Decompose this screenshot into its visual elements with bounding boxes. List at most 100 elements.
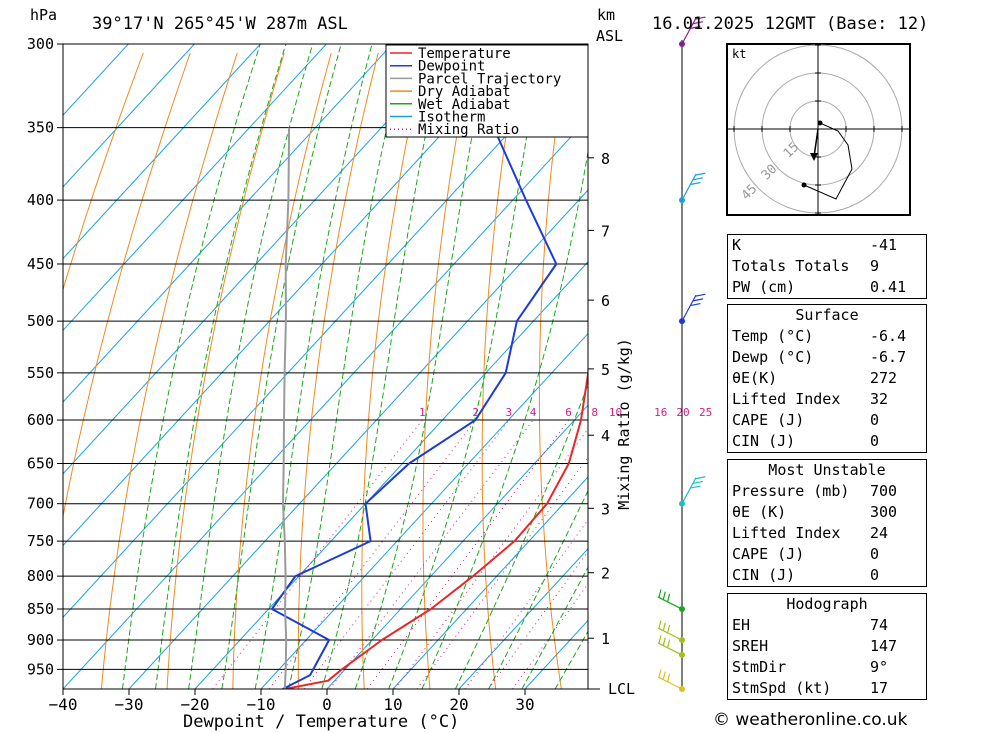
index-label: SREH [732, 637, 769, 655]
index-label: Temp (°C) [732, 327, 814, 345]
temperature-tick-label: 20 [449, 695, 468, 714]
wet-adiabat-line [388, 44, 544, 689]
index-row: Dewp (°C) -6.7 [728, 347, 927, 368]
background-lines [63, 44, 1000, 689]
index-value: -6.4 [870, 327, 907, 345]
km-tick-label: 1 [601, 630, 610, 648]
wet-adiabat-line [221, 44, 342, 689]
pressure-tick-label: 600 [27, 411, 54, 429]
wind-barb [657, 642, 683, 656]
dry-adiabat-line [63, 52, 191, 519]
isotherm-line [63, 44, 195, 188]
mixing-ratio-label: 2 [472, 406, 479, 419]
temperature-tick-label: 10 [383, 695, 402, 714]
asl-label: ASL [596, 27, 623, 45]
index-label: K [732, 236, 742, 254]
index-label: Totals Totals [732, 257, 850, 275]
mixing-ratio-labels: 1 2 3 4 6 8 10 16 20 25 [419, 406, 712, 419]
wind-barb-feather [662, 637, 666, 646]
km-tick-label: 2 [601, 565, 610, 583]
index-row: Temp (°C) -6.4 [728, 326, 927, 347]
mixing-ratio-label: 8 [591, 406, 598, 419]
legend-label: Dewpoint [418, 59, 485, 75]
isotherm-line [326, 404, 588, 689]
index-value: 0 [870, 566, 880, 584]
index-row: PW (cm) 0.41 [728, 277, 927, 299]
index-row: θE(K) 272 [728, 368, 927, 389]
wind-barb [681, 477, 697, 504]
index-value: 17 [870, 679, 889, 697]
wind-barb-feather [690, 485, 701, 489]
pressure-tick-label: 800 [27, 567, 54, 585]
dry-adiabat-line [232, 52, 332, 689]
mixing-ratio-line [394, 428, 588, 689]
isotherm-line [63, 44, 327, 332]
dewpoint-profile [270, 44, 558, 689]
index-label: Lifted Index [732, 524, 841, 542]
temperature-tick-label: 30 [515, 695, 534, 714]
legend-label: Mixing Ratio [418, 122, 519, 138]
legend-label: Parcel Trajectory [418, 71, 561, 87]
dry-adiabat-line [942, 53, 1000, 689]
surface-title: Surface [795, 306, 859, 324]
index-value: 272 [870, 369, 898, 387]
dry-adiabat-line [481, 52, 520, 689]
index-value: -6.7 [870, 348, 907, 366]
isotherm-line [392, 476, 588, 689]
location-title: 39°17'N 265°45'W 287m ASL [92, 14, 348, 34]
dry-adiabat-line [63, 52, 144, 292]
index-label: θE(K) [732, 369, 778, 387]
wind-barb-feather [692, 21, 704, 25]
hodograph-point [801, 182, 807, 188]
wet-adiabat-line [254, 44, 373, 689]
wet-adiabat-line [521, 566, 588, 689]
mixing-ratio-label: 4 [530, 406, 537, 419]
wind-barb-feather [662, 591, 666, 600]
isotherm-line [63, 44, 129, 116]
wind-barb-feather [658, 620, 662, 629]
index-value: -41 [870, 236, 898, 254]
isotherm-line [128, 189, 588, 689]
pressure-tick-label: 550 [27, 364, 54, 382]
index-value: 0.41 [870, 278, 907, 296]
hodograph-unit-label: kt [732, 47, 746, 61]
mixing-ratio-label: 1 [419, 406, 426, 419]
legend-label: Temperature [418, 46, 511, 62]
index-value: 0 [870, 432, 880, 450]
mixing-ratio-line [512, 583, 588, 689]
wind-barb-feather [695, 476, 706, 480]
mixing-ratio-line [212, 419, 423, 689]
wet-adiabat-line [488, 489, 588, 689]
dry-adiabat-line [297, 52, 379, 689]
index-label: CIN (J) [732, 432, 796, 450]
wet-adiabat-line [188, 44, 314, 689]
wet-adiabat-line [155, 44, 287, 689]
dry-adiabat-line [100, 52, 238, 689]
wet-adiabat-line [122, 44, 261, 689]
index-row: StmSpd (kt) 17 [728, 678, 927, 700]
mixing-ratio-label: 3 [505, 406, 512, 419]
pressure-tick-label: 500 [27, 312, 54, 330]
mixing-ratio-label: 16 [654, 406, 667, 419]
dry-adiabat-line [361, 52, 426, 689]
dry-adiabat-line [166, 52, 285, 689]
wind-barb [657, 676, 683, 690]
km-tick-label: 7 [601, 222, 610, 240]
isotherm-line [194, 261, 588, 689]
wind-barb-feather [690, 181, 701, 186]
most-unstable-title: Most Unstable [768, 461, 886, 479]
mixing-ratio-label: 20 [676, 406, 689, 419]
wind-barb [681, 294, 697, 322]
mixing-ratio-label: 25 [699, 406, 712, 419]
isotherm-line [63, 44, 261, 260]
index-value: 0 [870, 411, 880, 429]
isotherm-line [63, 44, 393, 403]
pressure-tick-label: 300 [27, 35, 54, 53]
temperature-tick-label: −40 [49, 695, 78, 714]
pressure-tick-label: 350 [27, 119, 54, 137]
index-row: CAPE (J) 0 [728, 410, 927, 431]
wind-barb-feather [692, 177, 704, 181]
